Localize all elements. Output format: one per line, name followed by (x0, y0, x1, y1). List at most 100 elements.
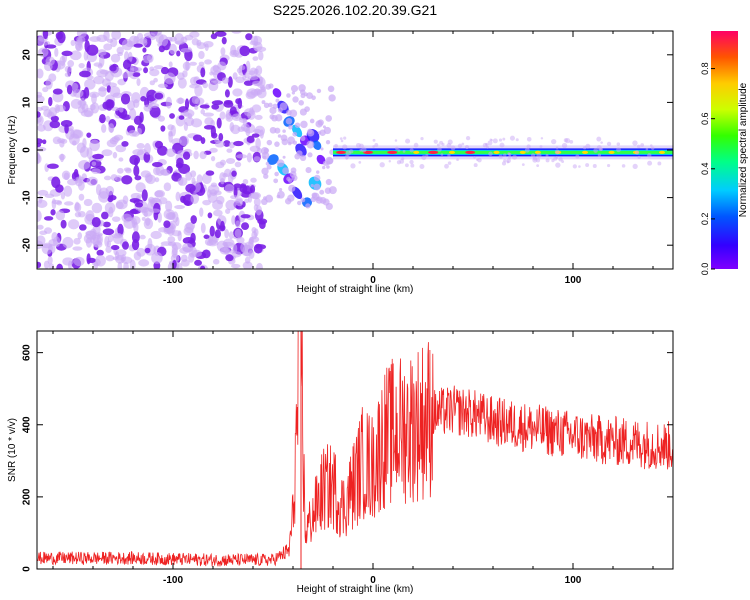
noise-blob (192, 134, 203, 142)
noise-blob (282, 155, 286, 159)
noise-blob (315, 120, 323, 128)
noise-blob (294, 122, 301, 128)
noise-blob (325, 140, 331, 145)
noise-blob (266, 139, 273, 146)
noise-blob (404, 163, 409, 168)
noise-blob (95, 183, 102, 196)
noise-blob (64, 72, 71, 78)
noise-blob (231, 31, 242, 34)
noise-blob (291, 91, 296, 95)
noise-blob (78, 193, 85, 201)
noise-blob (350, 163, 356, 169)
noise-blob (488, 151, 493, 157)
colorbar-tick-label: 0.6 (700, 112, 710, 125)
colorbar-tick-label: 0.0 (700, 263, 710, 276)
noise-blob (650, 146, 655, 150)
noise-blob (183, 121, 188, 131)
noise-blob (184, 98, 190, 110)
noise-blob (225, 157, 236, 164)
noise-blob (405, 138, 411, 144)
noise-blob (176, 50, 181, 57)
noise-blob (250, 88, 263, 96)
tone-peak (608, 150, 615, 154)
noise-blob (199, 151, 207, 160)
noise-blob (167, 212, 176, 221)
tone-peak (519, 150, 526, 154)
noise-blob (50, 209, 56, 216)
noise-blob (287, 136, 295, 145)
noise-blob (487, 140, 493, 146)
spectrogram-x-label: Height of straight line (km) (297, 284, 414, 295)
noise-blob (92, 153, 104, 160)
tone-peak (582, 150, 589, 154)
noise-blob (310, 184, 314, 188)
noise-blob (120, 114, 132, 120)
tone-peak (413, 150, 420, 154)
noise-blob (102, 228, 115, 236)
noise-blob (309, 118, 315, 124)
noise-blob (134, 175, 142, 181)
noise-blob (290, 167, 297, 174)
noise-blob (285, 117, 293, 125)
noise-blob (201, 249, 211, 259)
noise-blob (150, 31, 162, 37)
noise-blob (63, 185, 73, 197)
noise-blob (327, 85, 335, 93)
noise-blob (109, 86, 121, 98)
noise-blob (79, 97, 86, 110)
noise-blob (37, 106, 44, 112)
noise-blob (129, 198, 141, 203)
noise-blob (254, 125, 266, 137)
noise-blob (219, 111, 226, 120)
noise-blob (129, 154, 141, 166)
noise-blob (176, 157, 184, 168)
noise-blob (138, 259, 150, 267)
noise-blob (561, 160, 565, 164)
noise-blob (249, 67, 258, 78)
noise-blob (600, 141, 603, 144)
snr-x-tick-label: -100 (163, 575, 183, 586)
noise-blob (397, 149, 401, 152)
noise-blob (268, 102, 273, 108)
noise-blob (507, 152, 511, 156)
noise-blob (212, 258, 220, 265)
noise-blob (322, 198, 330, 206)
noise-blob (60, 120, 73, 127)
noise-blob (214, 31, 227, 37)
noise-blob (225, 254, 234, 262)
snr-y-label: SNR (10 * v/v) (7, 418, 18, 482)
noise-blob (200, 67, 206, 78)
noise-blob (132, 72, 141, 77)
noise-blob (292, 131, 298, 137)
noise-blob (273, 178, 279, 184)
noise-blob (265, 161, 270, 166)
spectrogram-y-tick-label: 10 (22, 96, 33, 108)
noise-blob (575, 154, 580, 159)
spectrogram-y-tick-label: -20 (22, 238, 33, 253)
noise-blob (287, 194, 295, 202)
noise-blob (158, 34, 169, 47)
noise-blob (300, 120, 308, 129)
noise-blob (79, 70, 91, 78)
noise-blob (262, 155, 267, 159)
noise-blob (139, 234, 146, 240)
noise-blob (104, 202, 116, 214)
noise-blob (129, 64, 135, 77)
tone-peak (387, 150, 398, 154)
noise-blob (55, 104, 66, 112)
noise-blob (170, 124, 176, 137)
noise-blob (122, 59, 132, 70)
noise-blob (178, 115, 185, 120)
noise-blob (245, 60, 251, 73)
noise-blob (235, 98, 241, 105)
noise-blob (160, 66, 169, 75)
snr-x-tick-label: 0 (370, 575, 376, 586)
noise-blob (112, 233, 124, 244)
noise-blob (224, 229, 230, 239)
noise-blob (343, 136, 347, 140)
noise-blob (578, 165, 581, 168)
noise-blob (394, 139, 398, 142)
noise-blob (325, 115, 333, 122)
noise-blob (149, 103, 160, 108)
noise-blob (134, 202, 144, 208)
